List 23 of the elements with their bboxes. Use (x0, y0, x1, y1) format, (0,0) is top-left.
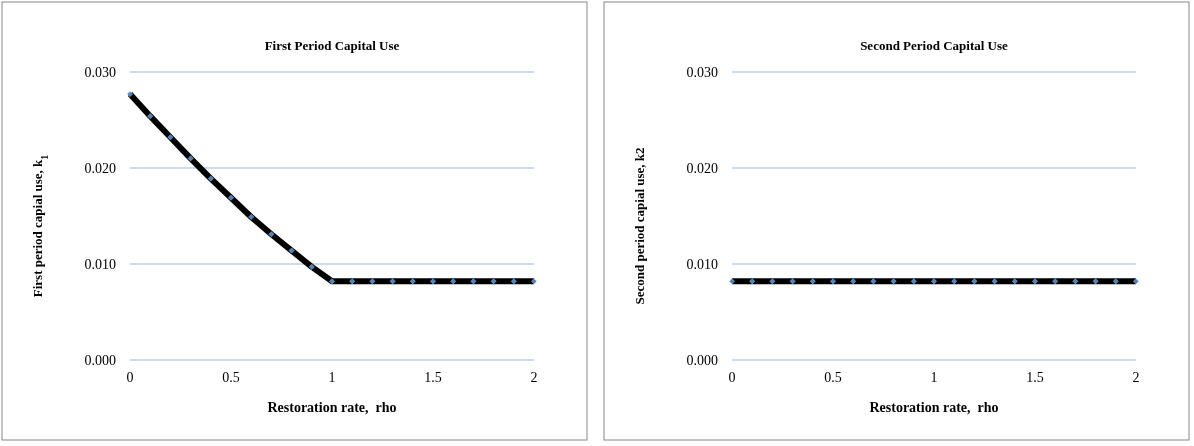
x-tick-label: 0 (728, 370, 736, 385)
x-tick-label: 0.5 (824, 370, 842, 385)
x-tick-label: 1 (328, 370, 336, 385)
y-axis-title: Second period capial use, k2 (632, 147, 647, 305)
x-tick-label: 2 (530, 370, 538, 385)
y-tick-label: 0.000 (686, 352, 718, 368)
x-axis-title: Restoration rate, rho (267, 400, 397, 415)
chart-title: Second Period Capital Use (860, 38, 1009, 53)
chart-title: First Period Capital Use (264, 38, 400, 53)
y-tick-label: 0.020 (686, 160, 718, 176)
x-tick-label: 0.5 (222, 370, 240, 385)
x-tick-label: 2 (1132, 370, 1140, 385)
y-tick-label: 0.030 (686, 64, 718, 80)
y-tick-label: 0.000 (84, 352, 116, 368)
x-tick-label: 0 (126, 370, 134, 385)
x-tick-label: 1 (930, 370, 938, 385)
y-tick-label: 0.030 (84, 64, 116, 80)
y-tick-label: 0.010 (686, 256, 718, 272)
x-tick-label: 1.5 (1026, 370, 1044, 385)
x-axis-title: Restoration rate, rho (869, 400, 999, 415)
y-tick-label: 0.010 (84, 256, 116, 272)
x-tick-label: 1.5 (424, 370, 442, 385)
y-tick-label: 0.020 (84, 160, 116, 176)
